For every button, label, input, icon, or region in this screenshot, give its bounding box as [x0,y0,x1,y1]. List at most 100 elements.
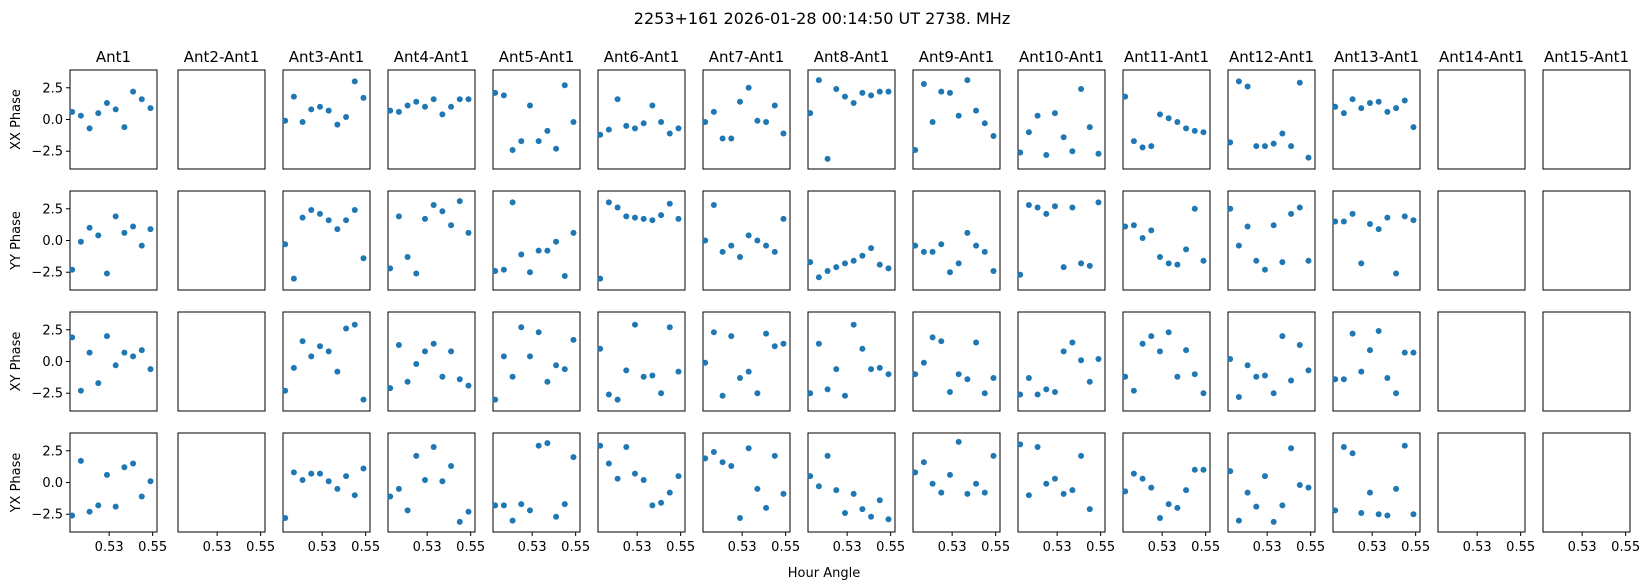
plot-frame [69,311,158,412]
data-point [614,475,621,482]
data-point [1122,93,1129,100]
data-point [1340,376,1347,383]
y-tick-label: 0.0 [42,355,63,370]
y-axis-label: XX Phase [9,89,24,150]
data-point [1366,489,1373,496]
subplot: Ant6-Ant1 [597,48,686,170]
data-point [77,112,84,119]
data-point [929,248,936,255]
subplot [1332,190,1421,291]
data-point [964,229,971,236]
y-tick-label: −2.5 [31,145,63,160]
data-point [702,237,709,244]
data-point [885,516,892,523]
data-point [290,364,297,371]
data-point [859,506,866,513]
plot-frame [492,69,581,170]
data-point [1051,110,1058,117]
data-point [1034,443,1041,450]
plot-frame [177,190,266,291]
data-point [964,77,971,84]
subplot-title: Ant7-Ant1 [709,48,784,66]
x-tick-label: 0.55 [1506,540,1535,555]
data-point [1296,204,1303,211]
plot-frame [1332,190,1421,291]
data-point [77,387,84,394]
data-point [103,100,110,106]
y-tick-label: −2.5 [31,266,63,281]
data-point [395,342,402,348]
data-point [500,502,507,509]
data-point [1244,83,1251,90]
data-point [1393,270,1400,277]
data-point [308,106,315,113]
data-point [1069,487,1076,494]
data-point [147,478,154,485]
data-point [1051,203,1058,210]
data-point [1078,86,1085,93]
data-point [912,146,919,153]
data-point [1253,373,1260,380]
data-point [1305,484,1312,491]
plot-frame [807,432,896,533]
data-point [912,242,919,249]
data-point [868,92,875,99]
plot-frame [1437,69,1526,170]
panel-grid: XX Phase Ant1 2.5 0.0 −2.5 Ant2-Ant1 Ant3-Ant1… [9,48,1640,555]
subplot-title: Ant2-Ant1 [184,48,259,66]
data-point [833,264,840,271]
data-point [1305,367,1312,374]
data-point [1165,501,1172,508]
data-point [430,96,437,103]
data-point [1191,371,1198,378]
data-point [1043,210,1050,217]
data-point [1191,127,1198,134]
plot-frame [282,69,371,170]
x-tick-label: 0.53 [728,540,757,555]
data-point [316,470,323,477]
plot-frame [1017,311,1106,412]
data-point [920,80,927,87]
data-point [387,385,394,392]
data-point [404,102,411,109]
data-point [360,396,367,403]
data-point [1366,221,1373,227]
data-point [334,368,341,375]
data-point [112,213,119,220]
data-point [430,443,437,450]
y-axis-label: YY Phase [9,211,24,271]
data-point [1148,333,1155,340]
subplot: 0.53 0.55 [597,432,695,555]
data-point [1349,210,1356,217]
data-point [807,390,814,397]
data-point [1305,257,1312,264]
data-point [95,502,102,509]
x-tick-label: 0.55 [138,540,167,555]
data-point [658,119,665,126]
subplot [912,190,1001,291]
subplot-title: Ant11-Ant1 [1124,48,1209,66]
data-point [929,480,936,487]
data-point [282,387,289,394]
plot-frame [1122,432,1211,533]
subplot: 0.53 0.55 [1017,432,1115,555]
y-tick-label: −2.5 [31,387,63,402]
data-point [1366,347,1373,354]
data-point [1095,150,1102,157]
data-point [702,119,709,126]
data-point [876,88,883,95]
data-point [815,340,822,347]
data-point [421,348,428,355]
data-point [780,215,787,222]
x-tick-label: 0.55 [666,540,695,555]
data-point [1174,504,1181,511]
data-point [1332,376,1339,383]
data-point [640,373,647,380]
data-point [1244,362,1251,369]
data-point [1183,246,1190,253]
data-point [771,102,778,109]
data-point [86,508,93,515]
x-tick-label: 0.53 [833,540,862,555]
data-point [1025,375,1032,381]
subplot: 0.53 0.55 [1227,432,1325,555]
